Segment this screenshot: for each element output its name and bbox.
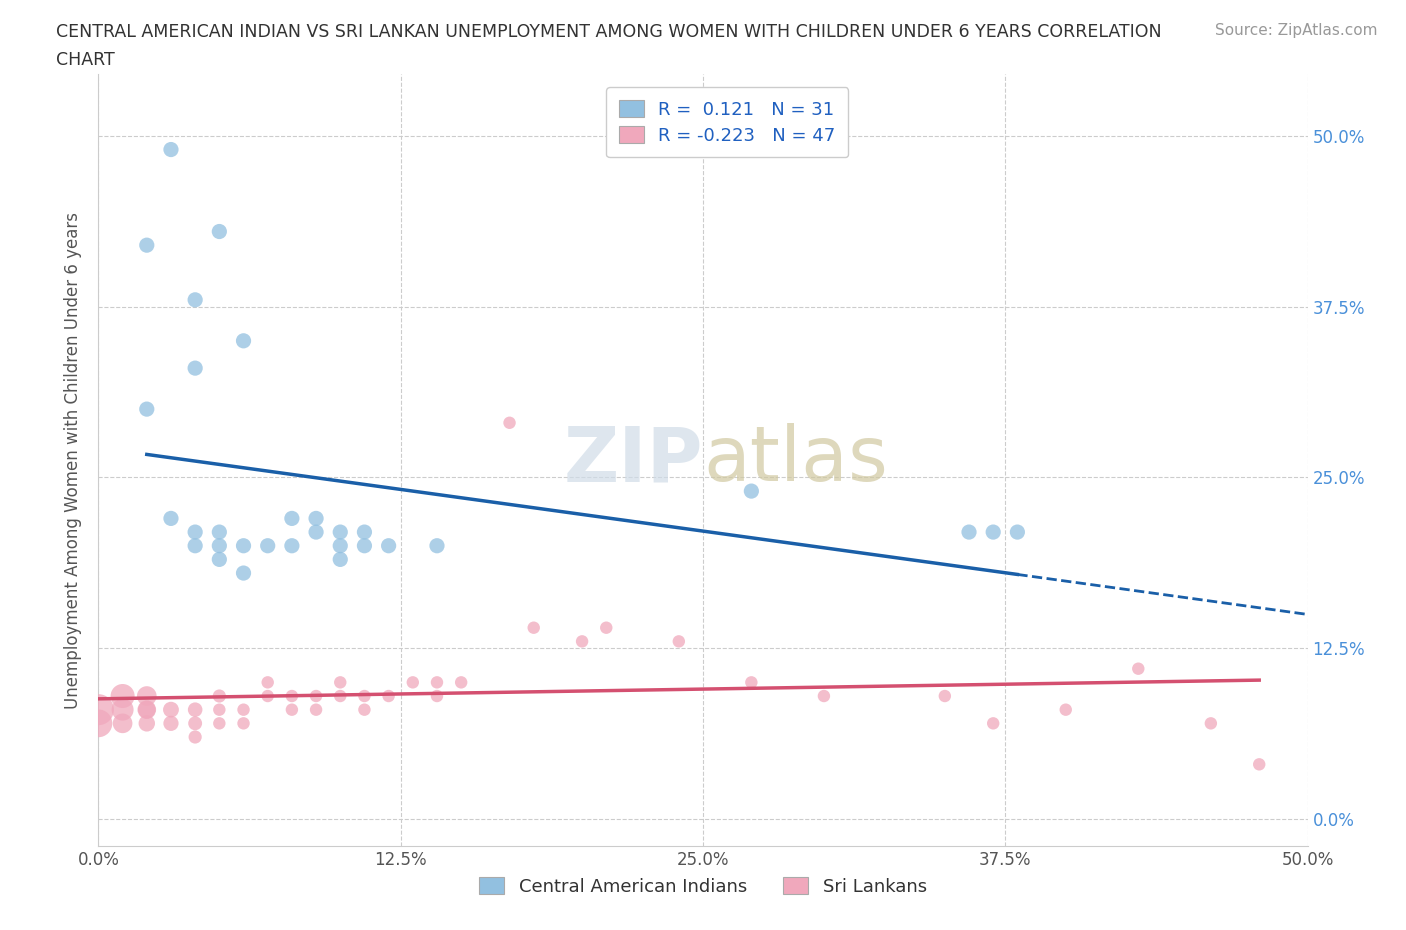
Point [1128, 661, 1150, 676]
Y-axis label: Unemployment Among Women with Children Under 6 years: Unemployment Among Women with Children U… [65, 212, 83, 709]
Point [329, 552, 352, 567]
Point [523, 620, 546, 635]
Point [426, 675, 449, 690]
Point [184, 292, 207, 307]
Point [256, 538, 278, 553]
Point [934, 688, 956, 703]
Point [208, 552, 231, 567]
Point [402, 675, 425, 690]
Point [813, 688, 835, 703]
Text: CENTRAL AMERICAN INDIAN VS SRI LANKAN UNEMPLOYMENT AMONG WOMEN WITH CHILDREN UND: CENTRAL AMERICAN INDIAN VS SRI LANKAN UN… [56, 23, 1161, 41]
Point [160, 142, 183, 157]
Point [232, 565, 254, 580]
Text: ZIP: ZIP [564, 423, 703, 498]
Point [1054, 702, 1077, 717]
Point [305, 525, 328, 539]
Point [353, 688, 375, 703]
Point [329, 675, 352, 690]
Point [329, 525, 352, 539]
Point [160, 716, 183, 731]
Point [450, 675, 472, 690]
Point [353, 525, 375, 539]
Point [232, 538, 254, 553]
Point [184, 538, 207, 553]
Point [281, 688, 304, 703]
Text: Source: ZipAtlas.com: Source: ZipAtlas.com [1215, 23, 1378, 38]
Point [208, 525, 231, 539]
Point [957, 525, 980, 539]
Point [981, 716, 1004, 731]
Point [281, 511, 304, 525]
Point [377, 688, 399, 703]
Legend: Central American Indians, Sri Lankans: Central American Indians, Sri Lankans [472, 870, 934, 903]
Point [111, 716, 134, 731]
Point [184, 525, 207, 539]
Point [256, 688, 278, 703]
Point [353, 538, 375, 553]
Point [305, 511, 328, 525]
Point [1249, 757, 1271, 772]
Point [329, 688, 352, 703]
Point [571, 634, 593, 649]
Point [135, 402, 157, 417]
Point [1007, 525, 1029, 539]
Point [232, 333, 254, 348]
Point [256, 675, 278, 690]
Point [329, 538, 352, 553]
Point [377, 538, 399, 553]
Point [135, 716, 157, 731]
Point [87, 716, 110, 731]
Point [184, 716, 207, 731]
Point [87, 702, 110, 717]
Point [1199, 716, 1222, 731]
Point [981, 525, 1004, 539]
Point [160, 511, 183, 525]
Point [135, 238, 157, 253]
Point [305, 688, 328, 703]
Point [740, 675, 762, 690]
Point [281, 702, 304, 717]
Point [184, 702, 207, 717]
Point [208, 538, 231, 553]
Point [426, 688, 449, 703]
Point [135, 688, 157, 703]
Point [135, 702, 157, 717]
Point [595, 620, 617, 635]
Point [232, 702, 254, 717]
Point [111, 688, 134, 703]
Point [208, 224, 231, 239]
Point [498, 416, 520, 431]
Point [668, 634, 690, 649]
Point [135, 702, 157, 717]
Point [426, 538, 449, 553]
Point [160, 702, 183, 717]
Point [111, 702, 134, 717]
Text: atlas: atlas [703, 423, 887, 498]
Point [208, 716, 231, 731]
Point [740, 484, 762, 498]
Point [208, 688, 231, 703]
Text: CHART: CHART [56, 51, 115, 69]
Point [305, 702, 328, 717]
Point [184, 729, 207, 744]
Point [232, 716, 254, 731]
Point [281, 538, 304, 553]
Point [208, 702, 231, 717]
Point [353, 702, 375, 717]
Point [184, 361, 207, 376]
